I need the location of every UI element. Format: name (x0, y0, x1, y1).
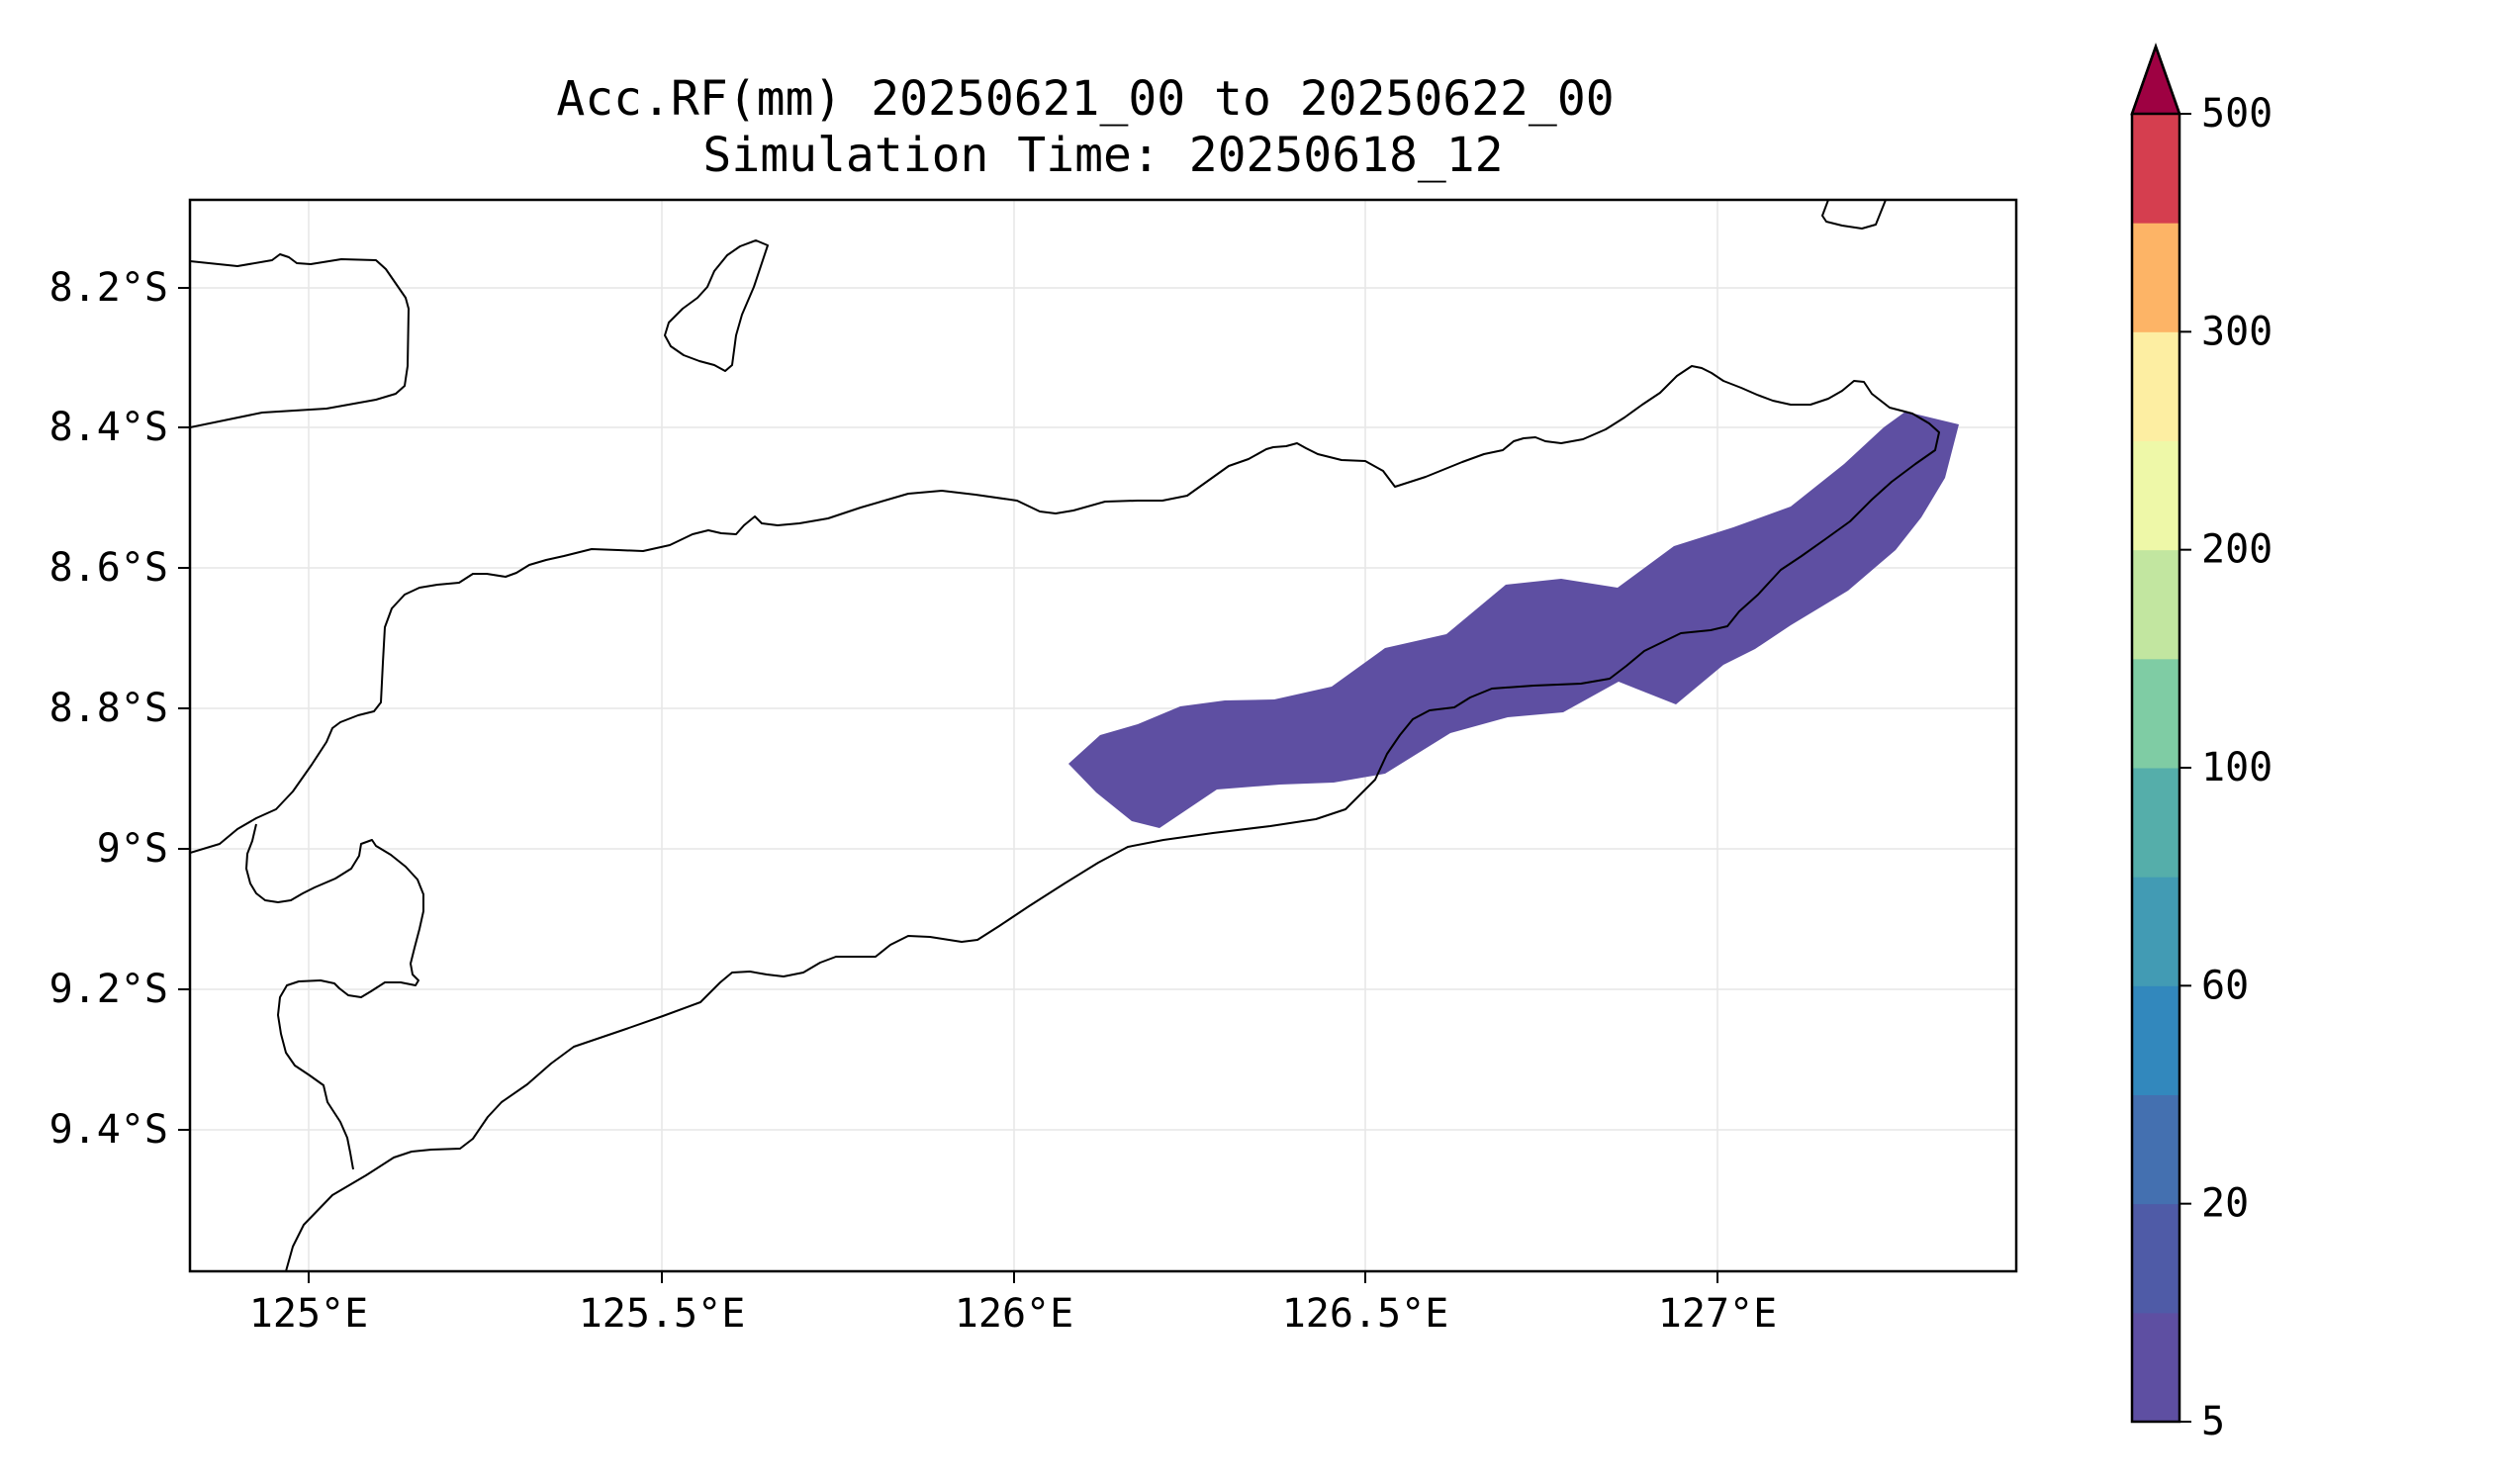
colorbar-segment (2132, 768, 2179, 878)
colorbar-segment (2132, 440, 2179, 551)
y-tick-label: 9.4°S (49, 1107, 168, 1153)
colorbar-segment (2132, 1203, 2179, 1314)
y-tick-label: 8.4°S (49, 405, 168, 450)
colorbar-outline (2130, 43, 2181, 1424)
coastline-north-island (190, 253, 410, 428)
colorbar-tick-label: 60 (2201, 963, 2249, 1008)
map-title-line2: Simulation Time: 20250618_12 (702, 128, 1503, 183)
map-frame (188, 198, 2018, 1273)
x-tick-label: 126.5°E (1282, 1291, 1449, 1337)
y-tick-label: 9.2°S (49, 967, 168, 1012)
x-tick-label: 125.5°E (579, 1291, 746, 1337)
colorbar-segment (2132, 1094, 2179, 1205)
colorbar-segment (2132, 658, 2179, 769)
x-tick-label: 126°E (955, 1291, 1073, 1337)
coastline-small-island (664, 239, 769, 372)
colorbar-segments (2132, 114, 2179, 1423)
colorbar-ticks: 500 300 200 100 60 20 5 (2179, 91, 2272, 1444)
colorbar-segment (2132, 877, 2179, 986)
colorbar-segment (2132, 549, 2179, 660)
map-title-line1: Acc.RF(mm) 20250621_00 to 20250622_00 (556, 71, 1614, 127)
x-tick-label: 125°E (249, 1291, 368, 1337)
map-panel: 125°E 125.5°E 126°E 126.5°E 127°E 8.2°S … (49, 198, 2018, 1337)
colorbar-tick-label: 300 (2201, 309, 2272, 354)
y-tick-label: 8.6°S (49, 545, 168, 591)
coastline-timor-north (190, 365, 1940, 1271)
y-tick-label: 8.8°S (49, 686, 168, 731)
colorbar-segment (2132, 1312, 2179, 1423)
colorbar: 500 300 200 100 60 20 5 (2130, 43, 2272, 1444)
coastlines (190, 200, 1940, 1271)
colorbar-extend-triangle (2130, 43, 2181, 116)
rainfall-area (1068, 412, 1959, 828)
colorbar-tick-label: 100 (2201, 745, 2272, 790)
colorbar-tick-label: 5 (2201, 1399, 2225, 1444)
colorbar-tick-label: 200 (2201, 527, 2272, 573)
x-tick-label: 127°E (1658, 1291, 1777, 1337)
colorbar-segment (2132, 985, 2179, 1095)
y-axis-ticks (178, 287, 190, 1131)
x-axis-ticks (308, 1271, 1718, 1283)
colorbar-segment (2132, 331, 2179, 441)
colorbar-tick-label: 20 (2201, 1181, 2249, 1227)
colorbar-tick-label: 500 (2201, 91, 2272, 137)
border-oecusse (245, 823, 424, 1170)
gridlines (190, 200, 2016, 1271)
colorbar-segment (2132, 114, 2179, 224)
colorbar-segment (2132, 223, 2179, 332)
coastline-wetar-tip (1821, 200, 1887, 230)
y-tick-label: 8.2°S (49, 265, 168, 311)
y-tick-label: 9°S (97, 826, 168, 872)
